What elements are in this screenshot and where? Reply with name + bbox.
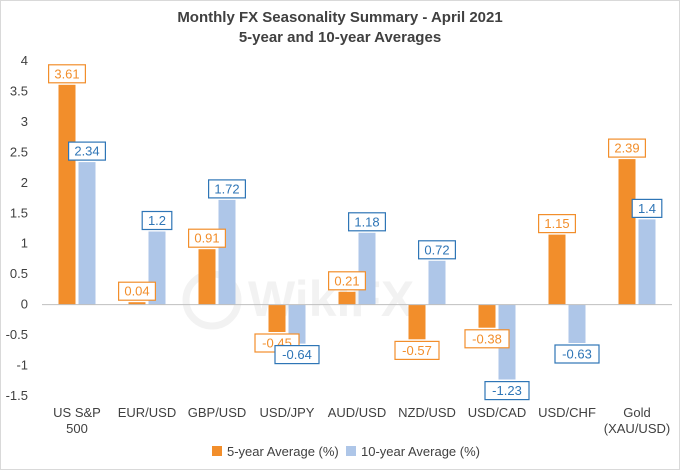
data-label-box — [464, 329, 510, 349]
data-label-box — [394, 340, 440, 360]
bar-10-year — [78, 162, 96, 305]
data-label-10-year: 1.4 — [638, 201, 656, 216]
bar-5-year — [408, 304, 426, 340]
x-category-label: 500 — [66, 421, 88, 436]
data-label-box — [141, 210, 173, 231]
data-label-box — [328, 271, 367, 291]
data-label-box — [554, 344, 600, 364]
x-category-label: NZD/USD — [398, 405, 456, 420]
data-labels: 3.612.340.041.20.911.72-0.45-0.640.211.1… — [47, 64, 663, 401]
legend-label-10-year: 10-year Average (%) — [361, 444, 480, 459]
data-label-box — [117, 281, 156, 301]
y-tick-label: -0.5 — [6, 327, 28, 342]
x-category-label: US S&P — [53, 405, 101, 420]
data-label-box — [484, 381, 530, 401]
data-label-10-year: 1.2 — [148, 213, 166, 228]
x-category-label: Gold — [623, 405, 650, 420]
bar-5-year — [58, 84, 76, 305]
legend-swatch-10-year — [346, 446, 356, 456]
chart-subtitle: 5-year and 10-year Averages — [239, 29, 441, 46]
bar-10-year — [638, 219, 656, 305]
bar-5-year — [268, 304, 286, 332]
y-tick-label: 1 — [21, 236, 28, 251]
y-tick-label: 1.5 — [10, 205, 28, 220]
data-label-10-year: -0.64 — [282, 347, 312, 362]
legend: 5-year Average (%) 10-year Average (%) — [212, 444, 480, 459]
data-label-box — [274, 345, 320, 365]
data-label-box — [67, 141, 106, 161]
y-tick-label: 3.5 — [10, 84, 28, 99]
bar-5-year — [128, 302, 146, 305]
bars — [58, 84, 656, 380]
data-label-box — [348, 212, 387, 232]
legend-label-5-year: 5-year Average (%) — [227, 444, 339, 459]
x-category-label: GBP/USD — [188, 405, 247, 420]
legend-swatch-5-year — [212, 446, 222, 456]
data-label-5-year: -0.38 — [472, 331, 502, 346]
data-label-box — [188, 228, 227, 248]
y-tick-label: 2.5 — [10, 144, 28, 159]
bar-5-year — [198, 249, 216, 305]
bar-5-year — [478, 304, 496, 328]
data-label-box — [418, 240, 457, 260]
data-label-box — [208, 179, 247, 199]
y-tick-label: -1.5 — [6, 388, 28, 403]
bar-5-year — [338, 291, 356, 305]
y-axis: 4 3.5 3 2.5 2 1.5 1 0.5 0 -0.5 -1 -1.5 — [6, 53, 28, 403]
y-tick-label: 0.5 — [10, 266, 28, 281]
data-label-5-year: 1.15 — [544, 216, 569, 231]
data-label-10-year: -1.23 — [492, 383, 522, 398]
bar-10-year — [428, 260, 446, 305]
y-tick-label: 4 — [21, 53, 28, 68]
data-label-5-year: -0.57 — [402, 343, 432, 358]
data-label-5-year: 0.21 — [334, 273, 359, 288]
data-label-10-year: 1.72 — [214, 181, 239, 196]
y-tick-label: -1 — [16, 358, 28, 373]
bar-5-year — [618, 159, 636, 305]
bar-10-year — [358, 232, 376, 305]
data-label-10-year: 2.34 — [74, 144, 99, 159]
x-category-label: USD/CAD — [468, 405, 527, 420]
x-category-label: AUD/USD — [328, 405, 387, 420]
data-label-box — [607, 138, 646, 158]
data-label-5-year: 0.04 — [124, 284, 149, 299]
y-tick-label: 0 — [21, 297, 28, 312]
data-label-5-year: 0.91 — [194, 231, 219, 246]
data-label-5-year: 3.61 — [54, 66, 79, 81]
data-label-10-year: -0.63 — [562, 347, 592, 362]
x-category-label: EUR/USD — [118, 405, 177, 420]
data-label-10-year: 1.18 — [354, 214, 379, 229]
x-category-label: USD/JPY — [260, 405, 315, 420]
data-label-box — [537, 214, 576, 234]
x-category-label: USD/CHF — [538, 405, 596, 420]
x-category-label: (XAU/USD) — [604, 421, 670, 436]
bar-5-year — [548, 234, 566, 305]
y-tick-label: 3 — [21, 114, 28, 129]
data-label-box — [47, 64, 86, 84]
bar-10-year — [218, 199, 236, 305]
bar-10-year — [568, 304, 586, 343]
data-label-box — [631, 198, 663, 218]
y-tick-label: 2 — [21, 175, 28, 190]
data-label-10-year: 0.72 — [424, 242, 449, 257]
chart-title: Monthly FX Seasonality Summary - April 2… — [177, 9, 502, 26]
data-label-5-year: 2.39 — [614, 141, 639, 156]
